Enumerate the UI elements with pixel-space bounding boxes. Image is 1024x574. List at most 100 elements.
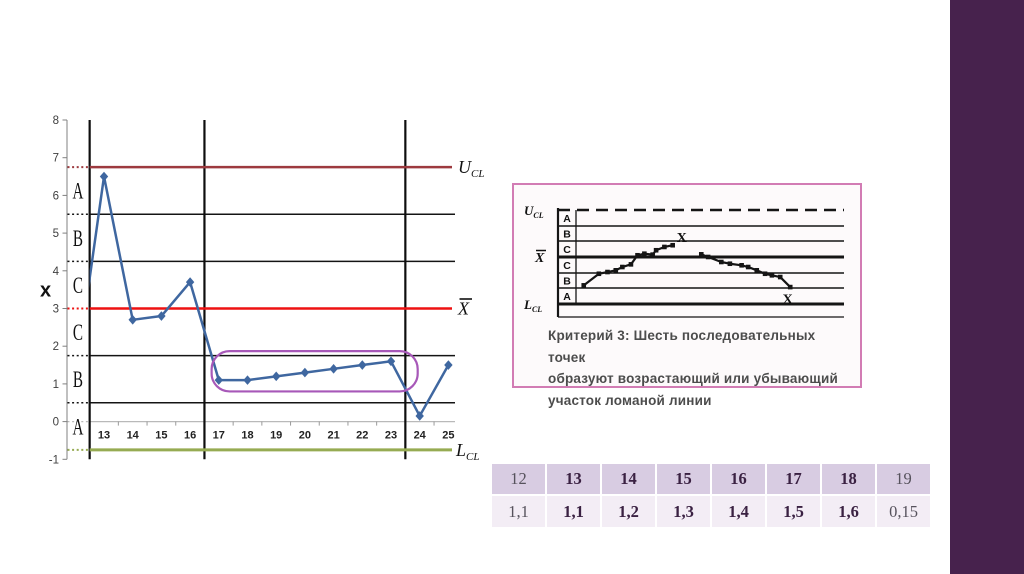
data-point	[157, 311, 166, 321]
data-point	[300, 367, 310, 378]
inset-data-point	[628, 262, 634, 267]
inset-center-label: X	[534, 251, 545, 266]
table-cell: 1,1	[547, 496, 600, 527]
inset-data-point	[620, 264, 625, 270]
inset-annotation-x: X	[783, 292, 793, 307]
inset-zone-label: C	[563, 260, 571, 272]
inset-data-point	[769, 273, 775, 278]
inset-data-point	[705, 254, 711, 260]
zone-label: B	[73, 227, 83, 252]
inset-series-line	[700, 253, 792, 288]
highlight-ellipse	[210, 350, 419, 393]
inset-annotation-x: X	[677, 231, 687, 246]
inset-data-point	[670, 242, 675, 248]
criterion-inset: A B C C B A X X UCL X LCL Критерий 3: Шесть послед…	[512, 183, 862, 408]
y-axis-title: x	[40, 280, 51, 302]
table-cell: 0,15	[877, 496, 930, 527]
data-point	[99, 171, 109, 182]
data-point	[415, 411, 424, 421]
table-cell: 14	[602, 464, 655, 494]
inset-zone-label: B	[563, 228, 571, 240]
zone-label: A	[73, 180, 84, 205]
x-tick-label: 24	[414, 430, 427, 442]
y-tick-label: 4	[53, 266, 60, 278]
table-cell: 1,4	[712, 496, 765, 527]
data-point	[185, 277, 195, 287]
data-point	[386, 356, 396, 367]
inset-data-point	[635, 252, 640, 258]
y-tick-label: 6	[53, 190, 59, 202]
zone-label: C	[73, 321, 83, 346]
x-tick-label: 14	[127, 430, 140, 442]
x-tick-label: 23	[385, 430, 397, 442]
x-tick-label: 20	[299, 430, 311, 442]
inset-zone-label: C	[563, 244, 571, 256]
y-tick-label: 7	[53, 153, 59, 165]
inset-data-point	[719, 259, 724, 265]
caption-line: участок ломаной линии	[548, 392, 712, 408]
zone-label: C	[73, 274, 83, 299]
y-tick-label: 2	[53, 341, 59, 353]
accent-bar	[950, 0, 1024, 574]
inset-data-point	[745, 264, 751, 270]
series-line	[89, 175, 450, 418]
inset-data-point	[650, 252, 655, 257]
zone-label: A	[73, 415, 84, 440]
lcl-label: LCL	[455, 440, 479, 463]
inset-data-point	[754, 268, 760, 273]
y-tick-label: 3	[53, 304, 59, 316]
data-point	[444, 360, 453, 370]
y-tick-label: -1	[49, 454, 59, 466]
inset-data-point	[698, 252, 704, 257]
inset-data-point	[787, 284, 793, 290]
table-cell: 18	[822, 464, 875, 494]
data-point	[358, 360, 367, 370]
inset-data-point	[605, 269, 610, 275]
inset-data-point	[739, 262, 744, 268]
y-tick-label: 5	[53, 228, 59, 240]
data-point	[329, 364, 338, 374]
table-cell: 1,3	[657, 496, 710, 527]
inset-lcl-label: LCL	[523, 297, 542, 314]
data-point	[243, 375, 252, 385]
x-tick-label: 19	[270, 430, 282, 442]
inset-data-point	[727, 261, 733, 267]
inset-data-point	[581, 283, 587, 288]
x-tick-label: 16	[184, 430, 196, 442]
x-tick-label: 21	[327, 430, 339, 442]
inset-data-point	[642, 251, 647, 256]
criterion-caption: Критерий 3: Шесть последовательных точек…	[548, 325, 848, 411]
x-tick-label: 25	[442, 430, 454, 442]
inset-series-line	[583, 244, 673, 287]
table-cell: 15	[657, 464, 710, 494]
table-cell: 1,6	[822, 496, 875, 527]
caption-line: образуют возрастающий или убывающий	[548, 371, 838, 386]
x-tick-label: 15	[155, 430, 167, 442]
y-tick-label: 8	[53, 115, 59, 127]
table-cell: 1,5	[767, 496, 820, 527]
inset-data-point	[762, 271, 768, 277]
inset-zone-label: B	[563, 275, 571, 287]
x-tick-label: 17	[213, 430, 225, 442]
inset-data-point	[613, 268, 619, 273]
inset-ucl-label: UCL	[524, 203, 544, 220]
inset-data-point	[653, 247, 659, 253]
x-tick-label: 18	[241, 430, 253, 442]
y-tick-label: 1	[53, 379, 59, 391]
data-point	[272, 371, 281, 382]
x-tick-label: 22	[356, 430, 368, 442]
inset-zone-label: A	[563, 291, 571, 303]
table-cell: 19	[877, 464, 930, 494]
inset-zone-label: A	[563, 213, 571, 225]
table-cell: 13	[547, 464, 600, 494]
table-cell: 1,2	[602, 496, 655, 527]
inset-data-point	[596, 271, 602, 277]
table-cell: 16	[712, 464, 765, 494]
data-table: 12 13 14 15 16 17 18 19 1,1 1,1 1,2 1,3 1,4 1,5 1,6 0,1…	[492, 464, 930, 527]
inset-data-point	[777, 274, 783, 280]
ucl-label: UCL	[458, 157, 484, 180]
table-cell: 1,1	[492, 496, 545, 527]
